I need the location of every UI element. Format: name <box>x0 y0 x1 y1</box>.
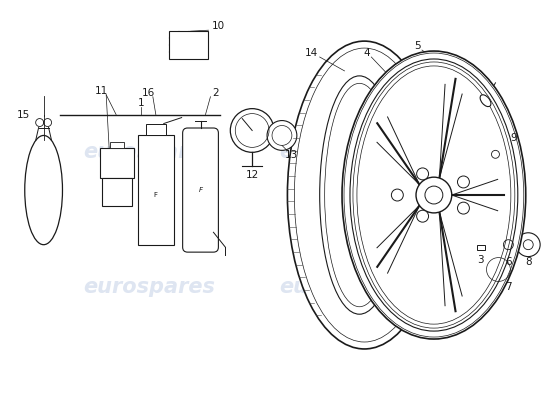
Ellipse shape <box>288 41 441 349</box>
Circle shape <box>416 177 452 213</box>
Circle shape <box>487 145 504 163</box>
Text: eurospares: eurospares <box>83 277 215 297</box>
Text: 2: 2 <box>212 88 219 98</box>
Circle shape <box>230 109 274 152</box>
Text: 16: 16 <box>142 88 156 98</box>
Text: 3: 3 <box>477 254 484 264</box>
Bar <box>102 178 132 206</box>
Text: 4: 4 <box>363 48 370 58</box>
Text: 5: 5 <box>414 41 420 51</box>
Text: F: F <box>154 192 158 198</box>
Circle shape <box>417 168 428 180</box>
Ellipse shape <box>25 136 63 245</box>
Ellipse shape <box>480 95 491 106</box>
Circle shape <box>458 176 469 188</box>
Text: 12: 12 <box>245 170 259 180</box>
Text: eurospares: eurospares <box>83 142 215 162</box>
Text: F: F <box>199 187 202 193</box>
Text: 8: 8 <box>525 256 531 266</box>
Ellipse shape <box>320 76 399 314</box>
Text: 9: 9 <box>510 134 516 144</box>
Text: 13: 13 <box>285 150 299 160</box>
Bar <box>138 136 174 245</box>
Text: eurospares: eurospares <box>279 142 411 162</box>
Text: eurospares: eurospares <box>279 277 411 297</box>
Text: 15: 15 <box>17 110 30 120</box>
Bar <box>146 124 166 136</box>
Bar <box>110 142 124 148</box>
FancyBboxPatch shape <box>183 128 218 252</box>
Ellipse shape <box>487 260 510 278</box>
Circle shape <box>516 233 540 257</box>
Text: 1: 1 <box>138 98 144 108</box>
Text: 11: 11 <box>95 86 108 96</box>
Text: 14: 14 <box>305 48 318 58</box>
Text: 6: 6 <box>505 256 512 266</box>
Ellipse shape <box>342 51 526 339</box>
Circle shape <box>458 202 469 214</box>
Circle shape <box>497 233 520 257</box>
Circle shape <box>392 189 403 201</box>
Text: 7: 7 <box>505 282 512 292</box>
Bar <box>100 148 134 178</box>
Bar <box>477 245 485 250</box>
Bar <box>169 31 208 59</box>
Circle shape <box>267 120 297 150</box>
Text: 10: 10 <box>212 21 225 31</box>
Circle shape <box>417 210 428 222</box>
Ellipse shape <box>344 101 404 289</box>
